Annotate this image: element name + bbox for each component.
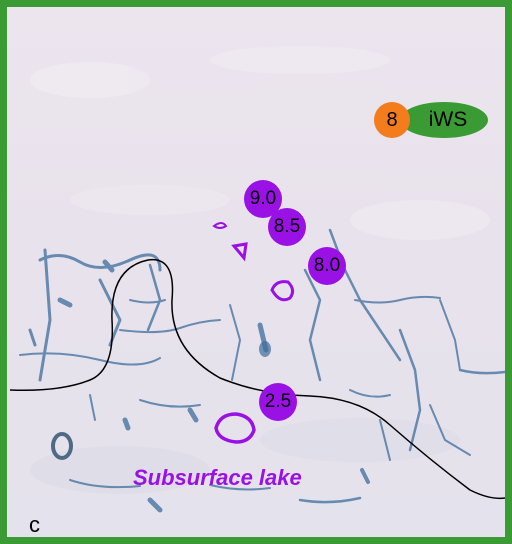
- pond-ring: [51, 432, 73, 460]
- depth-marker: 2.5: [259, 383, 297, 421]
- satellite-scene: [9, 46, 505, 513]
- panel-letter: c: [29, 512, 40, 537]
- lake-outlines: [212, 222, 295, 444]
- lake-outline: [212, 222, 228, 229]
- depth-marker: 8.0: [308, 247, 346, 285]
- boundary-line: [9, 259, 505, 500]
- ice-texture: [30, 46, 490, 494]
- lake-outline: [231, 242, 248, 262]
- lake-label: Subsurface lake: [133, 465, 302, 490]
- depth-marker: 8.5: [268, 208, 306, 246]
- site-number-badge: 8: [374, 102, 410, 138]
- lake-outline: [270, 280, 295, 302]
- site-label-badge: iWS: [400, 102, 488, 138]
- meltwater-channels: [19, 228, 505, 513]
- pond-ring: [259, 341, 271, 357]
- lake-outline: [214, 412, 256, 444]
